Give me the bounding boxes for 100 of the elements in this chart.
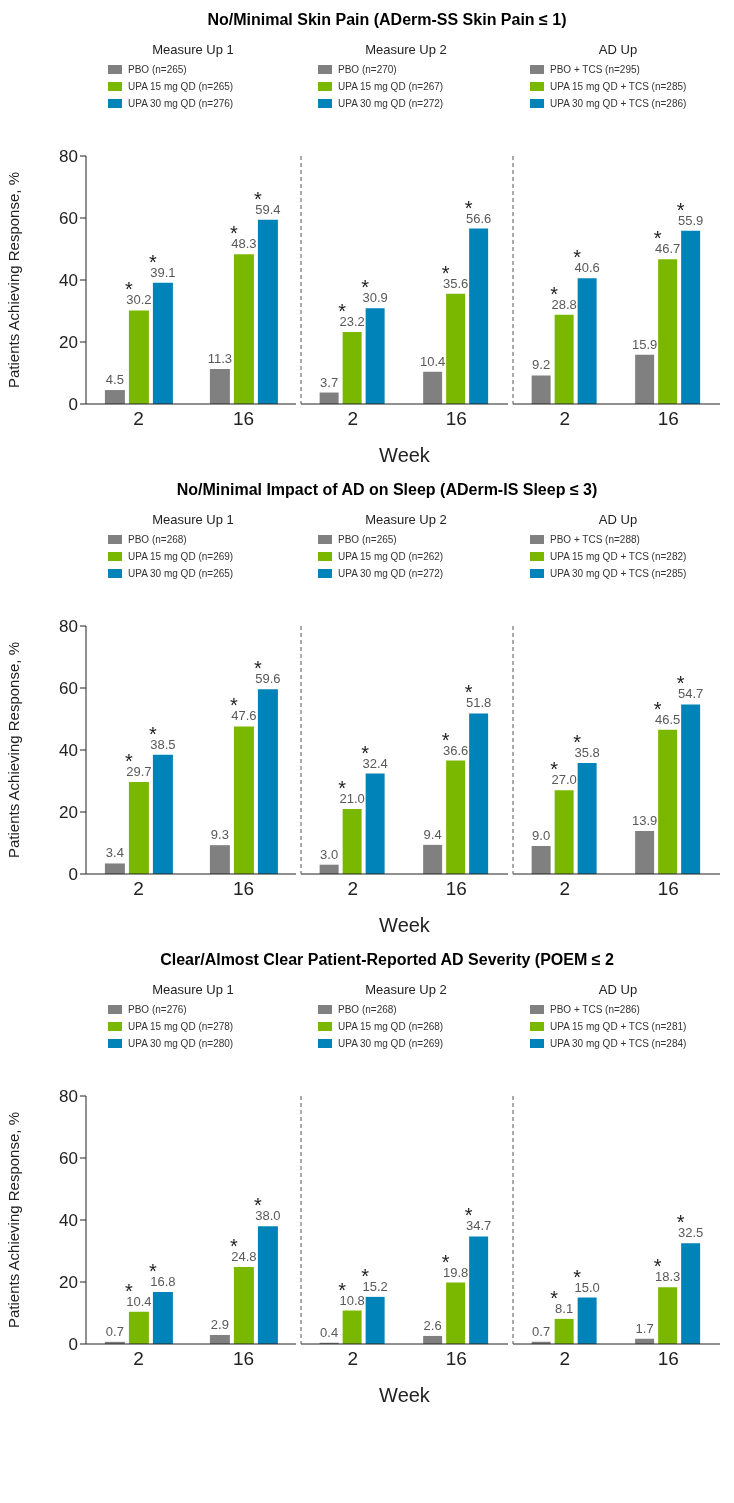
legend-label: UPA 15 mg QD (n=278) [128, 1021, 234, 1032]
data-label: 3.0 [320, 846, 339, 862]
data-label: 10.4 [419, 353, 446, 369]
data-label: 55.9 [677, 212, 704, 228]
y-tick-label: 80 [59, 1087, 78, 1107]
y-tick-label: 40 [59, 741, 78, 761]
data-label: 10.4 [126, 1293, 152, 1309]
y-tick-label: 20 [59, 333, 78, 353]
y-tick-label: 80 [59, 617, 78, 637]
x-tick-label: 16 [445, 878, 467, 900]
data-label: 3.4 [105, 845, 124, 861]
chart-subtitle: Measure Up 1 [151, 982, 235, 999]
y-tick-label: 0 [68, 395, 78, 415]
y-axis-title: Patients Achieving Response, % [5, 1112, 23, 1328]
text: Clear/Almost Clear Patient-Reported AD Severity (POEM ≤ 2 [159, 950, 615, 970]
data-label: 9.3 [210, 827, 229, 843]
data-label: 40.6 [574, 260, 600, 276]
x-tick-label: 2 [347, 408, 359, 430]
legend-label: UPA 15 mg QD (n=265) [128, 81, 234, 92]
chart-subtitle: AD Up [597, 982, 639, 999]
x-tick-label: 2 [559, 878, 571, 900]
data-label: 13.9 [631, 812, 658, 828]
x-tick-label: 16 [232, 1348, 255, 1370]
y-tick-label: 60 [59, 679, 78, 699]
legend-label: PBO + TCS (n=288) [550, 534, 640, 545]
chart-subtitle: Measure Up 1 [151, 512, 235, 529]
legend-label: UPA 15 mg QD (n=267) [338, 81, 444, 92]
x-tick-label: 2 [559, 408, 571, 430]
y-tick-label: 20 [59, 803, 78, 823]
legend-label: PBO (n=268) [128, 534, 187, 545]
data-label: 38.0 [255, 1208, 281, 1224]
data-label: 28.8 [551, 296, 577, 312]
data-label: 16.8 [150, 1273, 176, 1289]
legend-label: UPA 15 mg QD + TCS (n=285) [550, 81, 687, 92]
data-label: 11.3 [207, 350, 233, 366]
legend-label: PBO + TCS (n=286) [550, 1004, 640, 1015]
x-tick-label: 16 [445, 1348, 467, 1370]
x-axis-title: Week [379, 914, 431, 936]
data-label: 18.3 [654, 1269, 681, 1285]
chart-subtitle: Measure Up 2 [364, 42, 448, 59]
data-label: 0.7 [105, 1323, 124, 1339]
x-axis-title: Week [379, 444, 431, 466]
chart-subtitle: AD Up [597, 512, 639, 529]
legend-label: UPA 15 mg QD (n=269) [128, 551, 234, 562]
x-tick-label: 2 [133, 878, 144, 900]
data-label: 32.5 [677, 1225, 704, 1241]
x-tick-label: 2 [559, 1348, 571, 1370]
y-tick-label: 60 [59, 1149, 78, 1169]
data-label: 10.8 [339, 1292, 365, 1308]
x-tick-label: 16 [445, 408, 467, 430]
chart-subtitle: Measure Up 2 [364, 982, 448, 999]
legend-label: UPA 30 mg QD (n=280) [128, 1038, 234, 1049]
data-label: 23.2 [339, 314, 365, 330]
data-label: 9.4 [423, 826, 442, 842]
legend-label: UPA 30 mg QD (n=265) [128, 568, 234, 579]
y-tick-label: 40 [59, 271, 78, 291]
data-label: 34.7 [465, 1218, 492, 1234]
legend-label: UPA 30 mg QD (n=272) [338, 568, 444, 579]
chart-subtitle: Measure Up 2 [364, 512, 448, 529]
legend-label: PBO (n=270) [338, 64, 397, 75]
data-label: 15.2 [362, 1278, 388, 1294]
data-label: 29.7 [126, 763, 152, 779]
data-label: 0.4 [320, 1324, 339, 1340]
legend-label: PBO (n=268) [338, 1004, 397, 1015]
legend-label: PBO (n=265) [128, 64, 187, 75]
data-label: 54.7 [677, 686, 704, 702]
chart-subtitle: Measure Up 1 [151, 42, 235, 59]
legend-label: UPA 30 mg QD + TCS (n=286) [550, 98, 687, 109]
data-label: 36.6 [442, 742, 469, 758]
data-label: 24.8 [231, 1249, 257, 1265]
data-label: 30.2 [126, 292, 152, 308]
legend-label: UPA 30 mg QD (n=269) [338, 1038, 444, 1049]
data-label: 27.0 [551, 772, 577, 788]
legend-label: UPA 30 mg QD (n=272) [338, 98, 444, 109]
data-label: 1.7 [635, 1320, 654, 1336]
data-label: 59.4 [255, 201, 281, 217]
x-tick-label: 16 [657, 408, 679, 430]
x-tick-label: 16 [232, 878, 255, 900]
text: No/Minimal Skin Pain (ADerm-SS Skin Pain ≤ 1) [206, 10, 568, 30]
legend-label: UPA 15 mg QD + TCS (n=281) [550, 1021, 687, 1032]
data-label: 4.5 [105, 372, 124, 388]
y-tick-label: 80 [59, 147, 78, 167]
data-label: 9.0 [532, 828, 551, 844]
text: No/Minimal Impact of AD on Sleep (ADerm-IS Sleep ≤ 3) [175, 480, 599, 500]
legend-label: PBO (n=265) [338, 534, 397, 545]
legend-label: UPA 15 mg QD (n=268) [338, 1021, 444, 1032]
y-axis-title: Patients Achieving Response, % [5, 172, 23, 388]
y-tick-label: 20 [59, 1273, 78, 1293]
x-tick-label: 2 [133, 1348, 144, 1370]
data-label: 0.7 [532, 1323, 551, 1339]
legend-label: UPA 15 mg QD (n=262) [338, 551, 444, 562]
x-tick-label: 16 [657, 878, 679, 900]
legend-label: PBO (n=276) [128, 1004, 187, 1015]
legend-label: UPA 30 mg QD (n=276) [128, 98, 234, 109]
data-label: 8.1 [555, 1300, 574, 1316]
y-tick-label: 0 [68, 865, 78, 885]
y-tick-label: 60 [59, 209, 78, 229]
data-label: 19.8 [442, 1264, 469, 1280]
data-label: 46.7 [654, 241, 681, 257]
data-label: 46.5 [654, 711, 681, 727]
